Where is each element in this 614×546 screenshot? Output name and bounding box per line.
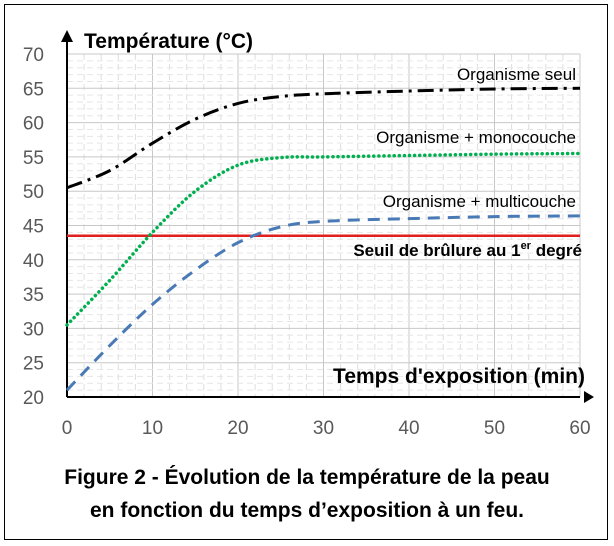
y-tick-label: 45 — [23, 217, 44, 238]
y-tick-label: 30 — [23, 319, 44, 340]
x-tick-label: 30 — [313, 418, 334, 439]
y-tick-label: 40 — [23, 251, 44, 272]
chart-axes — [61, 30, 594, 403]
y-tick-labels: 20 25 30 35 40 45 50 55 60 65 70 — [23, 45, 44, 409]
y-tick-label: 25 — [23, 354, 44, 375]
x-axis-title: Temps d'exposition (min) — [333, 365, 585, 388]
figure-caption-line-2: en fonction du temps d’exposition à un f… — [89, 499, 524, 522]
figure-caption-line-1: Figure 2 - Évolution de la température d… — [64, 466, 550, 489]
y-tick-label: 70 — [23, 45, 44, 66]
y-tick-label: 50 — [23, 182, 44, 203]
y-axis-arrowhead — [61, 30, 73, 42]
series-lines — [65, 86, 582, 392]
y-tick-label: 20 — [23, 388, 44, 409]
x-tick-label: 20 — [227, 418, 248, 439]
y-axis-title: Température (°C) — [84, 30, 253, 53]
y-tick-label: 60 — [23, 114, 44, 135]
x-tick-label: 60 — [569, 418, 590, 439]
series-line-organisme-monocouche — [65, 151, 582, 327]
x-tick-label: 10 — [142, 418, 163, 439]
series-label-organisme-multicouche: Organisme + multicouche — [383, 192, 576, 211]
x-axis-arrowhead — [584, 391, 594, 403]
series-label-organisme-seul: Organisme seul — [457, 65, 576, 84]
x-tick-labels: 0 10 20 30 40 50 60 — [62, 418, 591, 439]
threshold-label-superscript: er — [521, 240, 532, 252]
x-tick-label: 40 — [398, 418, 419, 439]
x-tick-label: 0 — [62, 418, 73, 439]
series-label-organisme-monocouche: Organisme + monocouche — [376, 128, 576, 147]
series-line-organisme-multicouche — [65, 214, 581, 392]
series-line-organisme-seul — [66, 86, 581, 190]
y-tick-label: 55 — [23, 148, 44, 169]
y-tick-label: 65 — [23, 79, 44, 100]
x-tick-label: 50 — [484, 418, 505, 439]
chart-grid — [67, 53, 581, 397]
y-tick-label: 35 — [23, 285, 44, 306]
threshold-label: Seuil de brûlure au 1er degré — [353, 240, 582, 260]
